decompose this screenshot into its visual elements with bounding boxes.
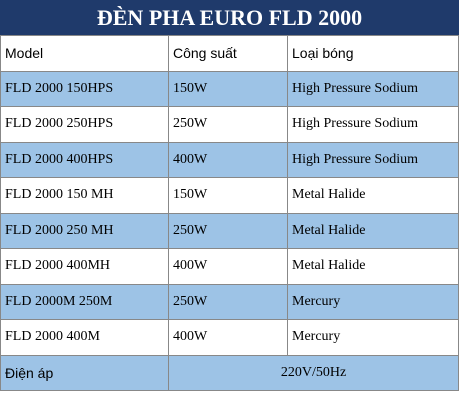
table-row: FLD 2000 400HPS 400W High Pressure Sodium (0, 141, 459, 178)
column-header: Công suất (168, 35, 288, 72)
table-cell: 250W (168, 106, 288, 143)
table-row: FLD 2000M 250M 250W Mercury (0, 283, 459, 320)
table-cell: FLD 2000 150 MH (0, 177, 169, 214)
table-cell: FLD 2000 400MH (0, 248, 169, 285)
table-row: FLD 2000 400MH 400W Metal Halide (0, 248, 459, 285)
table-cell: 400W (168, 319, 288, 356)
table-cell: 150W (168, 70, 288, 107)
table-cell: 400W (168, 248, 288, 285)
table-row: FLD 2000 250HPS 250W High Pressure Sodium (0, 106, 459, 143)
column-header: Loại bóng (287, 35, 459, 72)
table-cell: FLD 2000 250HPS (0, 106, 169, 143)
footer-row: Điện áp 220V/50Hz (0, 354, 459, 391)
table-row: FLD 2000 250 MH 250W Metal Halide (0, 212, 459, 249)
table-cell: 400W (168, 141, 288, 178)
table-row: FLD 2000 150HPS 150W High Pressure Sodium (0, 70, 459, 107)
column-header: Model (0, 35, 169, 72)
table-cell: Mercury (287, 319, 459, 356)
spec-table: Model Công suất Loại bóng FLD 2000 150HPS 15… (0, 35, 459, 391)
table-cell: High Pressure Sodium (287, 70, 459, 107)
table-cell: Mercury (287, 283, 459, 320)
table-cell: Metal Halide (287, 248, 459, 285)
footer-label: Điện áp (0, 354, 169, 391)
table-cell: FLD 2000 400M (0, 319, 169, 356)
table-cell: FLD 2000 250 MH (0, 212, 169, 249)
table-cell: FLD 2000M 250M (0, 283, 169, 320)
table-row: FLD 2000 150 MH 150W Metal Halide (0, 177, 459, 214)
table-cell: High Pressure Sodium (287, 141, 459, 178)
table-cell: FLD 2000 400HPS (0, 141, 169, 178)
header-row: Model Công suất Loại bóng (0, 35, 459, 72)
table-cell: 250W (168, 283, 288, 320)
table-row: FLD 2000 400M 400W Mercury (0, 319, 459, 356)
table-cell: 150W (168, 177, 288, 214)
table-cell: 250W (168, 212, 288, 249)
table-title: ĐÈN PHA EURO FLD 2000 (0, 0, 459, 35)
table-cell: High Pressure Sodium (287, 106, 459, 143)
table-cell: FLD 2000 150HPS (0, 70, 169, 107)
table-cell: Metal Halide (287, 177, 459, 214)
table-cell: Metal Halide (287, 212, 459, 249)
footer-value: 220V/50Hz (168, 354, 459, 391)
